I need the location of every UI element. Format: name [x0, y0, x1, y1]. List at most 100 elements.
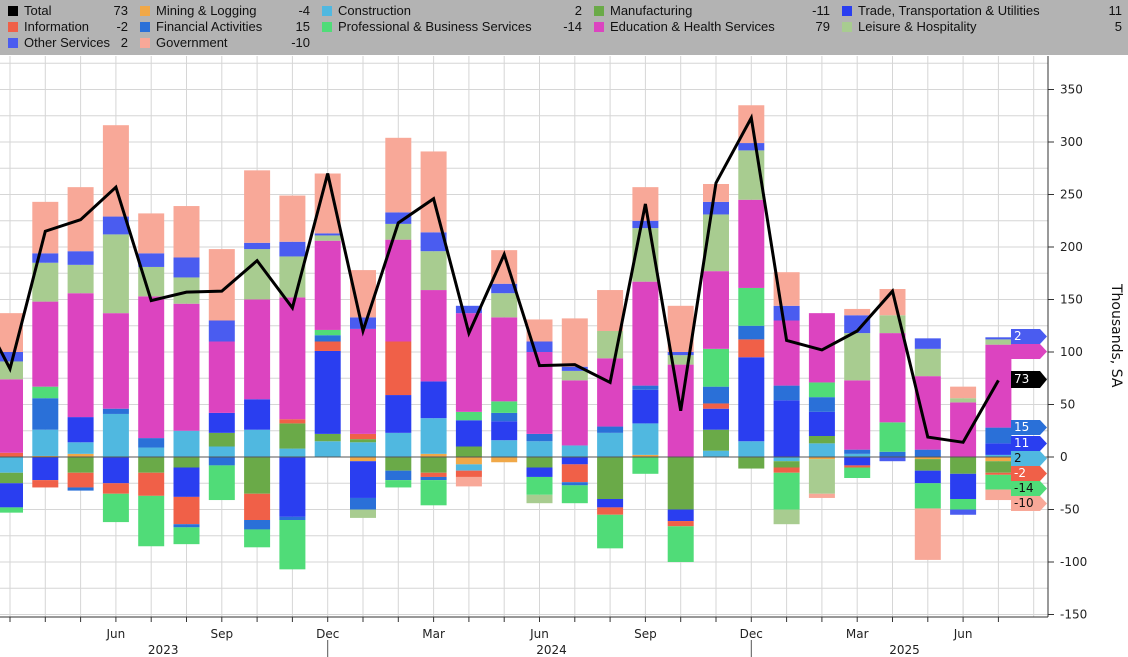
bar-segment	[561, 445, 588, 457]
bar-segment	[597, 457, 624, 499]
bar-segment	[773, 461, 800, 468]
bar-segment	[879, 451, 906, 457]
bar-segment	[985, 454, 1012, 457]
bar-segment	[773, 305, 800, 321]
legend-value: -14	[563, 19, 582, 34]
bar-segment	[173, 303, 200, 431]
bar-segment	[173, 524, 200, 528]
bar-segment	[173, 496, 200, 525]
bar-segment	[314, 433, 341, 442]
legend-label: Education & Health Services	[610, 19, 775, 34]
bar-segment	[844, 333, 871, 381]
y-tick-label: 200	[1060, 240, 1083, 254]
bar-segment	[279, 448, 306, 457]
bar-segment	[208, 432, 235, 447]
legend-value: 2	[574, 3, 582, 18]
bar-segment	[455, 464, 482, 471]
bar-segment	[0, 507, 23, 513]
x-tick-label: Jun	[106, 627, 126, 641]
legend-value: 79	[815, 19, 830, 34]
legend-swatch	[322, 22, 332, 32]
bar-segment	[773, 457, 800, 462]
bar-segment	[244, 493, 271, 520]
bar-segment	[844, 380, 871, 450]
bar-segment	[632, 423, 659, 455]
bar-segment	[491, 457, 518, 463]
bar-segment	[491, 283, 518, 294]
bar-segment	[950, 473, 977, 499]
bar-segment	[808, 397, 835, 412]
bar-segment	[102, 234, 129, 314]
x-tick-label: Dec	[316, 627, 339, 641]
bar-segment	[667, 355, 694, 365]
bar-segment	[138, 495, 165, 547]
bar-segment	[455, 305, 482, 314]
bar-segment	[844, 308, 871, 316]
bar-segment	[0, 352, 23, 362]
bar-segment	[491, 440, 518, 457]
bar-segment	[738, 357, 765, 442]
bar-segment	[244, 170, 271, 243]
bar-segment	[773, 472, 800, 510]
bar-segment	[208, 457, 235, 466]
bar-segment	[385, 212, 412, 224]
bar-segment	[667, 457, 694, 510]
legend-swatch	[842, 6, 852, 16]
bar-segment	[950, 509, 977, 515]
bar-segment	[208, 341, 235, 413]
bar-segment	[279, 516, 306, 520]
bar-segment	[0, 452, 23, 457]
bar-segment	[67, 442, 94, 454]
bar-segment	[526, 341, 553, 352]
legend-item: Construction 2	[322, 3, 582, 19]
bar-segment	[420, 453, 447, 457]
bar-segment	[561, 370, 588, 381]
value-badge: 2	[1011, 451, 1047, 466]
legend-swatch	[140, 6, 150, 16]
x-tick-label: Jun	[529, 627, 549, 641]
bar-segment	[67, 264, 94, 294]
value-badge: -2	[1011, 466, 1047, 481]
x-tick-label: Dec	[740, 627, 763, 641]
bar-segment	[314, 441, 341, 457]
bar-segment	[879, 422, 906, 452]
bar-segment	[597, 507, 624, 515]
bar-segment	[491, 293, 518, 318]
bar-segment	[350, 439, 376, 443]
y-tick-label: 100	[1060, 345, 1083, 359]
bar-segment	[208, 465, 235, 501]
legend-label: Government	[156, 35, 228, 50]
bar-segment	[561, 482, 588, 486]
bar-segment	[597, 432, 624, 457]
bar-segment	[703, 403, 729, 409]
legend-value: 2	[120, 35, 128, 50]
bar-segment	[0, 457, 23, 473]
bar-segment	[314, 329, 341, 336]
bar-segment	[67, 251, 94, 265]
value-badge: -10	[1011, 496, 1047, 511]
bar-segment	[350, 509, 376, 518]
bar-segment	[32, 480, 59, 488]
bar-segment	[32, 386, 59, 399]
legend-label: Trade, Transportation & Utilities	[858, 3, 1040, 18]
legend-label: Leisure & Hospitality	[858, 19, 977, 34]
bar-segment	[102, 216, 129, 235]
bar-segment	[32, 253, 59, 263]
legend-item: Financial Activities 15	[140, 19, 310, 35]
bar-segment	[526, 441, 553, 457]
bar-segment	[173, 430, 200, 457]
bar-segment	[561, 485, 588, 504]
bar-segment	[420, 476, 447, 481]
bar-segment	[667, 526, 694, 562]
bar-segment	[385, 457, 412, 471]
bar-segment	[914, 508, 941, 560]
y-axis-label: Thousands, SA	[1108, 284, 1124, 388]
bar-segment	[597, 290, 624, 331]
bar-segment	[632, 389, 659, 424]
bar-segment	[985, 474, 1012, 490]
bar-segment	[985, 427, 1012, 444]
bar-segment	[455, 411, 482, 421]
bar-segment	[420, 418, 447, 454]
legend-item: Mining & Logging -4	[140, 3, 310, 19]
bar-segment	[385, 137, 412, 213]
